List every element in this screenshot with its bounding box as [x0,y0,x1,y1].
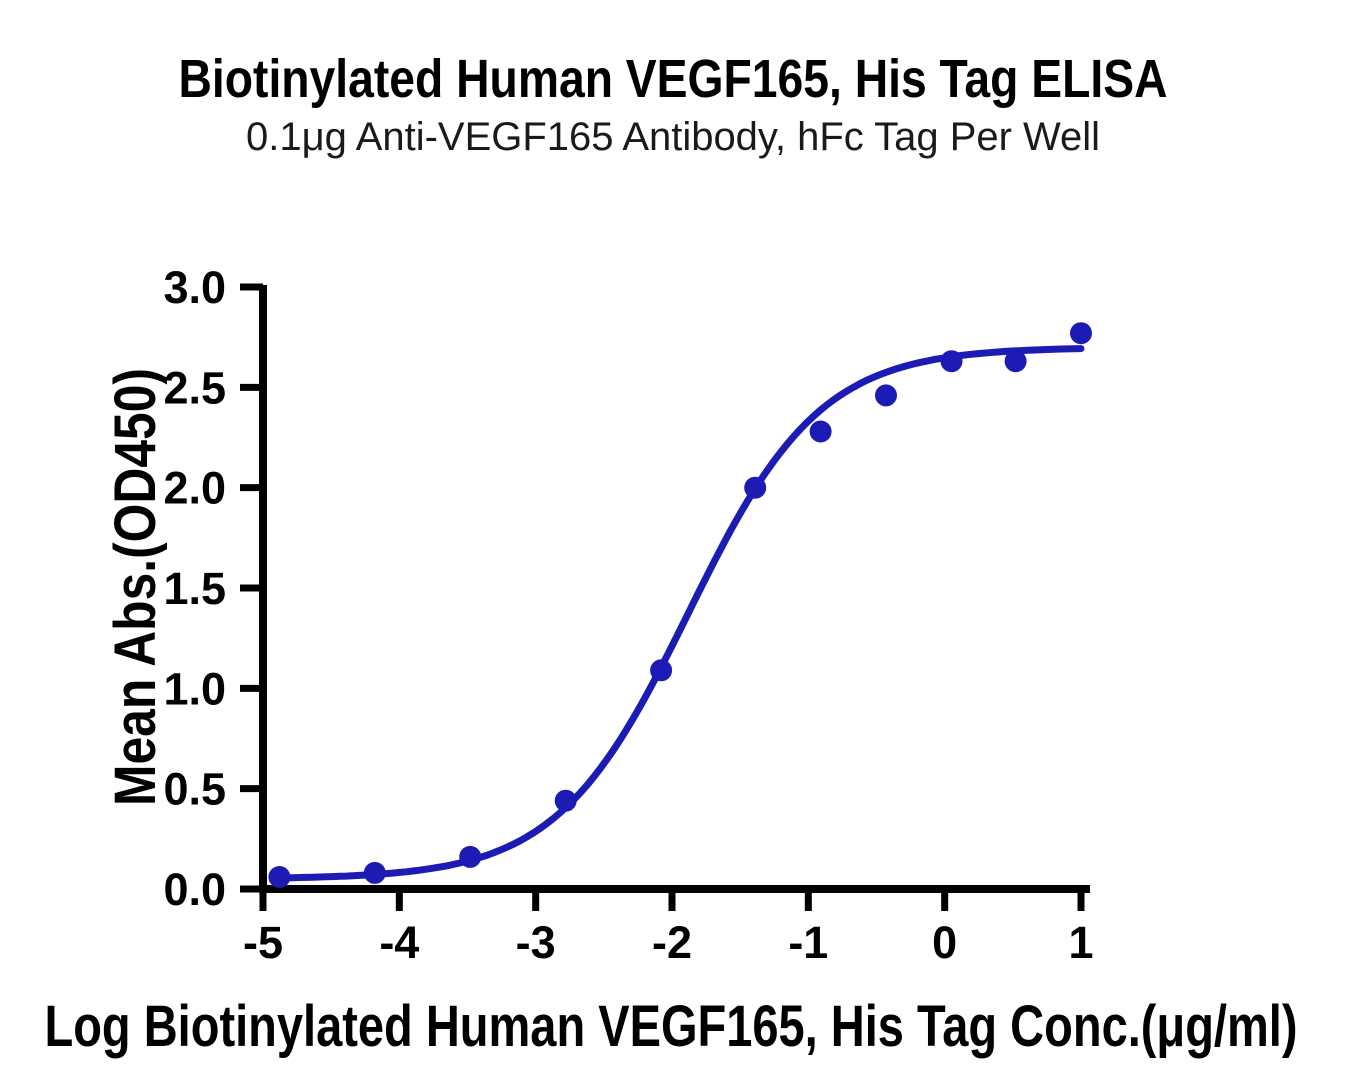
fit-curve-group [275,345,1085,882]
y-tick-label: 1.0 [163,663,226,714]
axis-ticks: -5 -4 -3 -2 -1 0 1 0.0 0.5 1.0 1.5 2.0 2.5 3.0 [163,262,1093,968]
x-tick-label: -2 [652,917,692,968]
data-point [1004,350,1027,373]
x-tick-label: -5 [243,917,283,968]
y-tick-label: 3.0 [163,262,226,313]
axis-lines [259,285,1090,893]
data-point [1070,322,1092,345]
x-tick-label: 0 [932,917,957,968]
chart-title: Biotinylated Human VEGF165, His Tag ELIS… [179,49,1168,109]
data-point [875,384,897,407]
x-tick-label: -1 [788,917,828,968]
data-point [940,350,963,373]
data-point [459,845,482,868]
data-point [809,420,832,443]
data-points-group [268,322,1092,888]
x-tick-label: 1 [1068,917,1093,968]
y-tick-label: 1.5 [163,563,226,614]
y-tick-label: 0.0 [163,864,226,915]
y-tick-label: 2.5 [163,362,226,413]
x-axis-label: Log Biotinylated Human VEGF165, His Tag … [45,994,1298,1059]
data-point [363,861,386,884]
axis-line [259,285,1090,893]
data-point [744,476,767,499]
fit-curve [275,345,1085,882]
y-axis-label: Mean Abs.(OD450) [103,368,168,806]
data-point [650,659,673,682]
data-point [268,866,291,888]
x-tick-label: -3 [516,917,556,968]
x-tick-label: -4 [379,917,419,968]
chart-subtitle: 0.1μg Anti-VEGF165 Antibody, hFc Tag Per… [246,115,1100,159]
data-point [554,789,577,812]
y-tick-label: 0.5 [163,764,226,815]
y-tick-label: 2.0 [163,463,226,514]
